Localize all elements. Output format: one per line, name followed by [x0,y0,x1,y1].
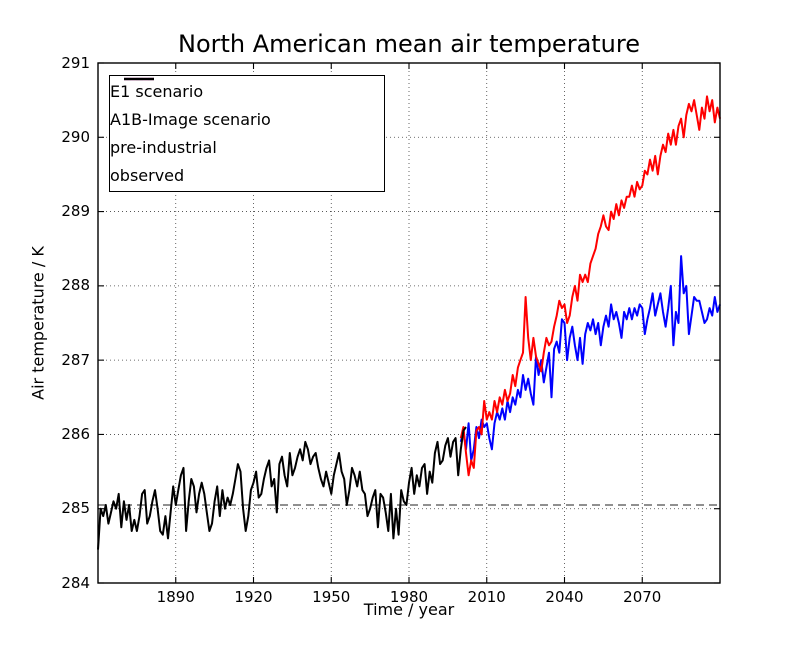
x-tick-label-2010: 2010 [467,588,506,606]
y-tick-label-290: 290 [61,127,90,146]
legend-item-observed: observed [110,77,384,189]
x-tick-label-2040: 2040 [545,588,584,606]
legend-label: A1B-Image scenario [110,110,271,130]
tick-marks [98,62,720,584]
series-line-a1b-image-scenario [459,95,721,477]
legend-item-pre-industrial: pre-industrial [110,77,384,161]
legend-line-sample [124,77,154,81]
y-tick-label-287: 287 [61,350,90,369]
x-tick-label-1950: 1950 [312,588,351,606]
legend-label: observed [110,165,185,185]
legend: E1 scenario A1B-Image scenario pre-industr… [109,75,385,192]
y-tick-label-286: 286 [61,424,90,443]
y-tick-label-285: 285 [61,499,90,518]
legend-item-e1-scenario: E1 scenario [110,77,384,105]
x-tick-label-2070: 2070 [623,588,662,606]
legend-label: E1 scenario [110,82,204,102]
x-axis-label: Time / year [363,600,455,619]
x-tick-label-1920: 1920 [234,588,273,606]
y-tick-label-291: 291 [61,53,90,72]
legend-item-a1b-image-scenario: A1B-Image scenario [110,77,384,133]
chart-title: North American mean air temperature [177,30,640,58]
legend-label: pre-industrial [110,137,217,157]
y-tick-label-288: 288 [61,276,90,295]
y-axis-label: Air temperature / K [28,246,48,400]
series-line-e1-scenario [459,255,721,462]
x-tick-label-1980: 1980 [389,588,429,606]
x-tick-label-1890: 1890 [156,588,195,606]
series-line-observed [97,426,467,550]
y-tick-label-284: 284 [61,573,90,592]
y-tick-label-289: 289 [61,202,90,221]
